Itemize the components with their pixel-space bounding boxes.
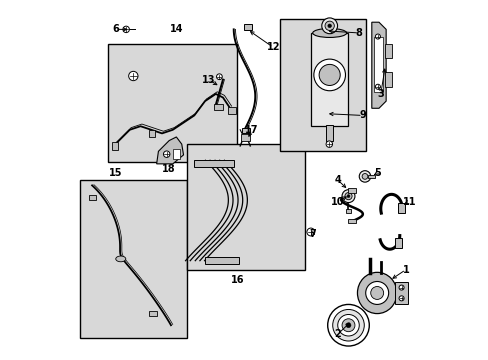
Circle shape bbox=[122, 26, 129, 33]
Bar bbox=[241, 134, 250, 140]
Text: 13: 13 bbox=[202, 75, 215, 85]
Bar bbox=[204, 257, 239, 264]
Text: 14: 14 bbox=[169, 24, 183, 35]
Text: 2: 2 bbox=[334, 329, 341, 339]
Bar bbox=[112, 141, 118, 149]
Circle shape bbox=[398, 285, 403, 290]
Text: 10: 10 bbox=[330, 197, 344, 207]
Bar bbox=[194, 160, 233, 167]
Circle shape bbox=[325, 21, 334, 31]
Circle shape bbox=[216, 74, 222, 80]
Circle shape bbox=[365, 282, 388, 305]
Circle shape bbox=[313, 59, 345, 91]
Text: 8: 8 bbox=[355, 28, 362, 38]
Circle shape bbox=[319, 64, 340, 85]
Circle shape bbox=[362, 174, 367, 179]
Text: 16: 16 bbox=[230, 275, 244, 285]
Bar bbox=[149, 130, 155, 137]
Bar bbox=[242, 128, 250, 134]
Text: 18: 18 bbox=[162, 164, 176, 174]
Text: 11: 11 bbox=[402, 197, 415, 207]
Ellipse shape bbox=[357, 273, 396, 314]
Circle shape bbox=[341, 319, 354, 332]
Circle shape bbox=[332, 310, 364, 341]
Circle shape bbox=[375, 84, 380, 89]
Ellipse shape bbox=[116, 256, 125, 262]
Bar bbox=[214, 104, 223, 110]
Circle shape bbox=[321, 18, 337, 34]
Text: 1: 1 bbox=[402, 265, 408, 275]
Text: 7: 7 bbox=[308, 229, 315, 239]
Circle shape bbox=[327, 305, 368, 346]
Bar bbox=[228, 107, 236, 114]
Bar bbox=[244, 24, 252, 30]
Circle shape bbox=[325, 141, 332, 147]
Polygon shape bbox=[394, 282, 407, 304]
Text: 9: 9 bbox=[359, 111, 366, 121]
Text: 15: 15 bbox=[108, 168, 122, 178]
Circle shape bbox=[398, 296, 403, 301]
Bar bbox=[172, 149, 180, 159]
Polygon shape bbox=[385, 72, 391, 87]
Bar bbox=[108, 44, 237, 162]
Bar bbox=[373, 37, 382, 92]
Text: 6: 6 bbox=[112, 24, 119, 35]
Text: 4: 4 bbox=[334, 175, 341, 185]
Bar bbox=[88, 195, 96, 200]
Bar bbox=[347, 188, 356, 193]
Text: 17: 17 bbox=[244, 125, 258, 135]
Text: 12: 12 bbox=[266, 42, 279, 52]
Circle shape bbox=[346, 323, 350, 328]
Polygon shape bbox=[385, 44, 391, 58]
Bar bbox=[397, 203, 404, 213]
Circle shape bbox=[359, 171, 370, 182]
Polygon shape bbox=[371, 22, 386, 108]
Text: 5: 5 bbox=[373, 168, 380, 178]
Bar bbox=[187, 144, 305, 270]
Circle shape bbox=[375, 34, 380, 39]
Circle shape bbox=[346, 195, 349, 198]
Circle shape bbox=[306, 228, 314, 236]
Bar bbox=[347, 219, 356, 223]
Bar bbox=[280, 19, 366, 151]
Bar bbox=[367, 175, 374, 178]
Bar bbox=[346, 210, 350, 213]
Circle shape bbox=[163, 151, 169, 157]
Bar bbox=[149, 311, 157, 316]
Bar bbox=[394, 238, 402, 248]
Circle shape bbox=[370, 287, 383, 300]
Circle shape bbox=[337, 315, 359, 336]
Circle shape bbox=[344, 193, 351, 200]
Polygon shape bbox=[156, 137, 183, 164]
Circle shape bbox=[327, 24, 331, 28]
Bar bbox=[325, 126, 332, 140]
Bar bbox=[310, 33, 348, 126]
Circle shape bbox=[128, 71, 138, 81]
Ellipse shape bbox=[312, 28, 346, 37]
Bar bbox=[80, 180, 187, 338]
Text: 3: 3 bbox=[377, 89, 384, 99]
Circle shape bbox=[341, 190, 354, 203]
